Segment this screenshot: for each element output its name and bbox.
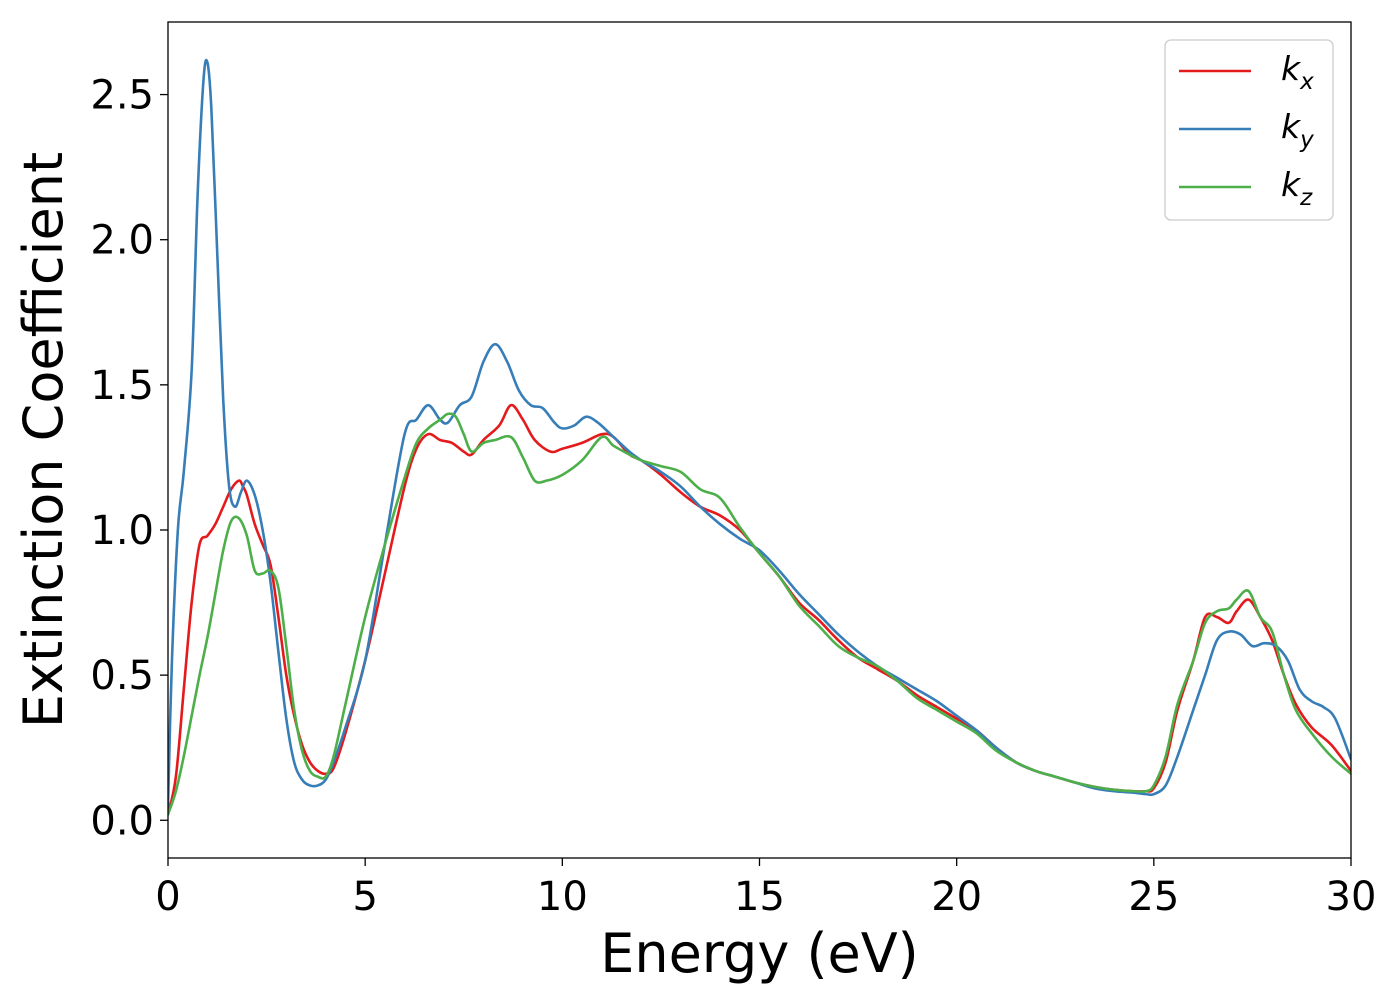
y-tick-label: 1.5 — [90, 363, 154, 409]
x-axis-label: Energy (eV) — [600, 922, 919, 985]
axis-ticks: 0 5 10 15 20 25 30 0.0 0.5 1.0 1.5 2.0 2.5 — [90, 73, 1376, 920]
y-tick-label: 2.5 — [90, 73, 154, 119]
x-tick-label: 5 — [352, 874, 377, 920]
y-tick-label: 1.0 — [90, 508, 154, 554]
x-tick-label: 10 — [537, 874, 588, 920]
y-tick-label: 0.5 — [90, 653, 154, 699]
x-tick-label: 20 — [931, 874, 982, 920]
x-tick-label: 25 — [1128, 874, 1179, 920]
series-lines — [168, 58, 1351, 816]
x-tick-label: 0 — [155, 874, 180, 920]
y-tick-label: 2.0 — [90, 218, 154, 264]
y-axis-label: Extinction Coefficient — [12, 152, 75, 728]
x-tick-label: 30 — [1326, 874, 1377, 920]
y-tick-label: 0.0 — [90, 798, 154, 844]
x-tick-label: 15 — [734, 874, 785, 920]
series-line-ky — [168, 58, 1351, 808]
series-line-kz — [168, 412, 1351, 816]
